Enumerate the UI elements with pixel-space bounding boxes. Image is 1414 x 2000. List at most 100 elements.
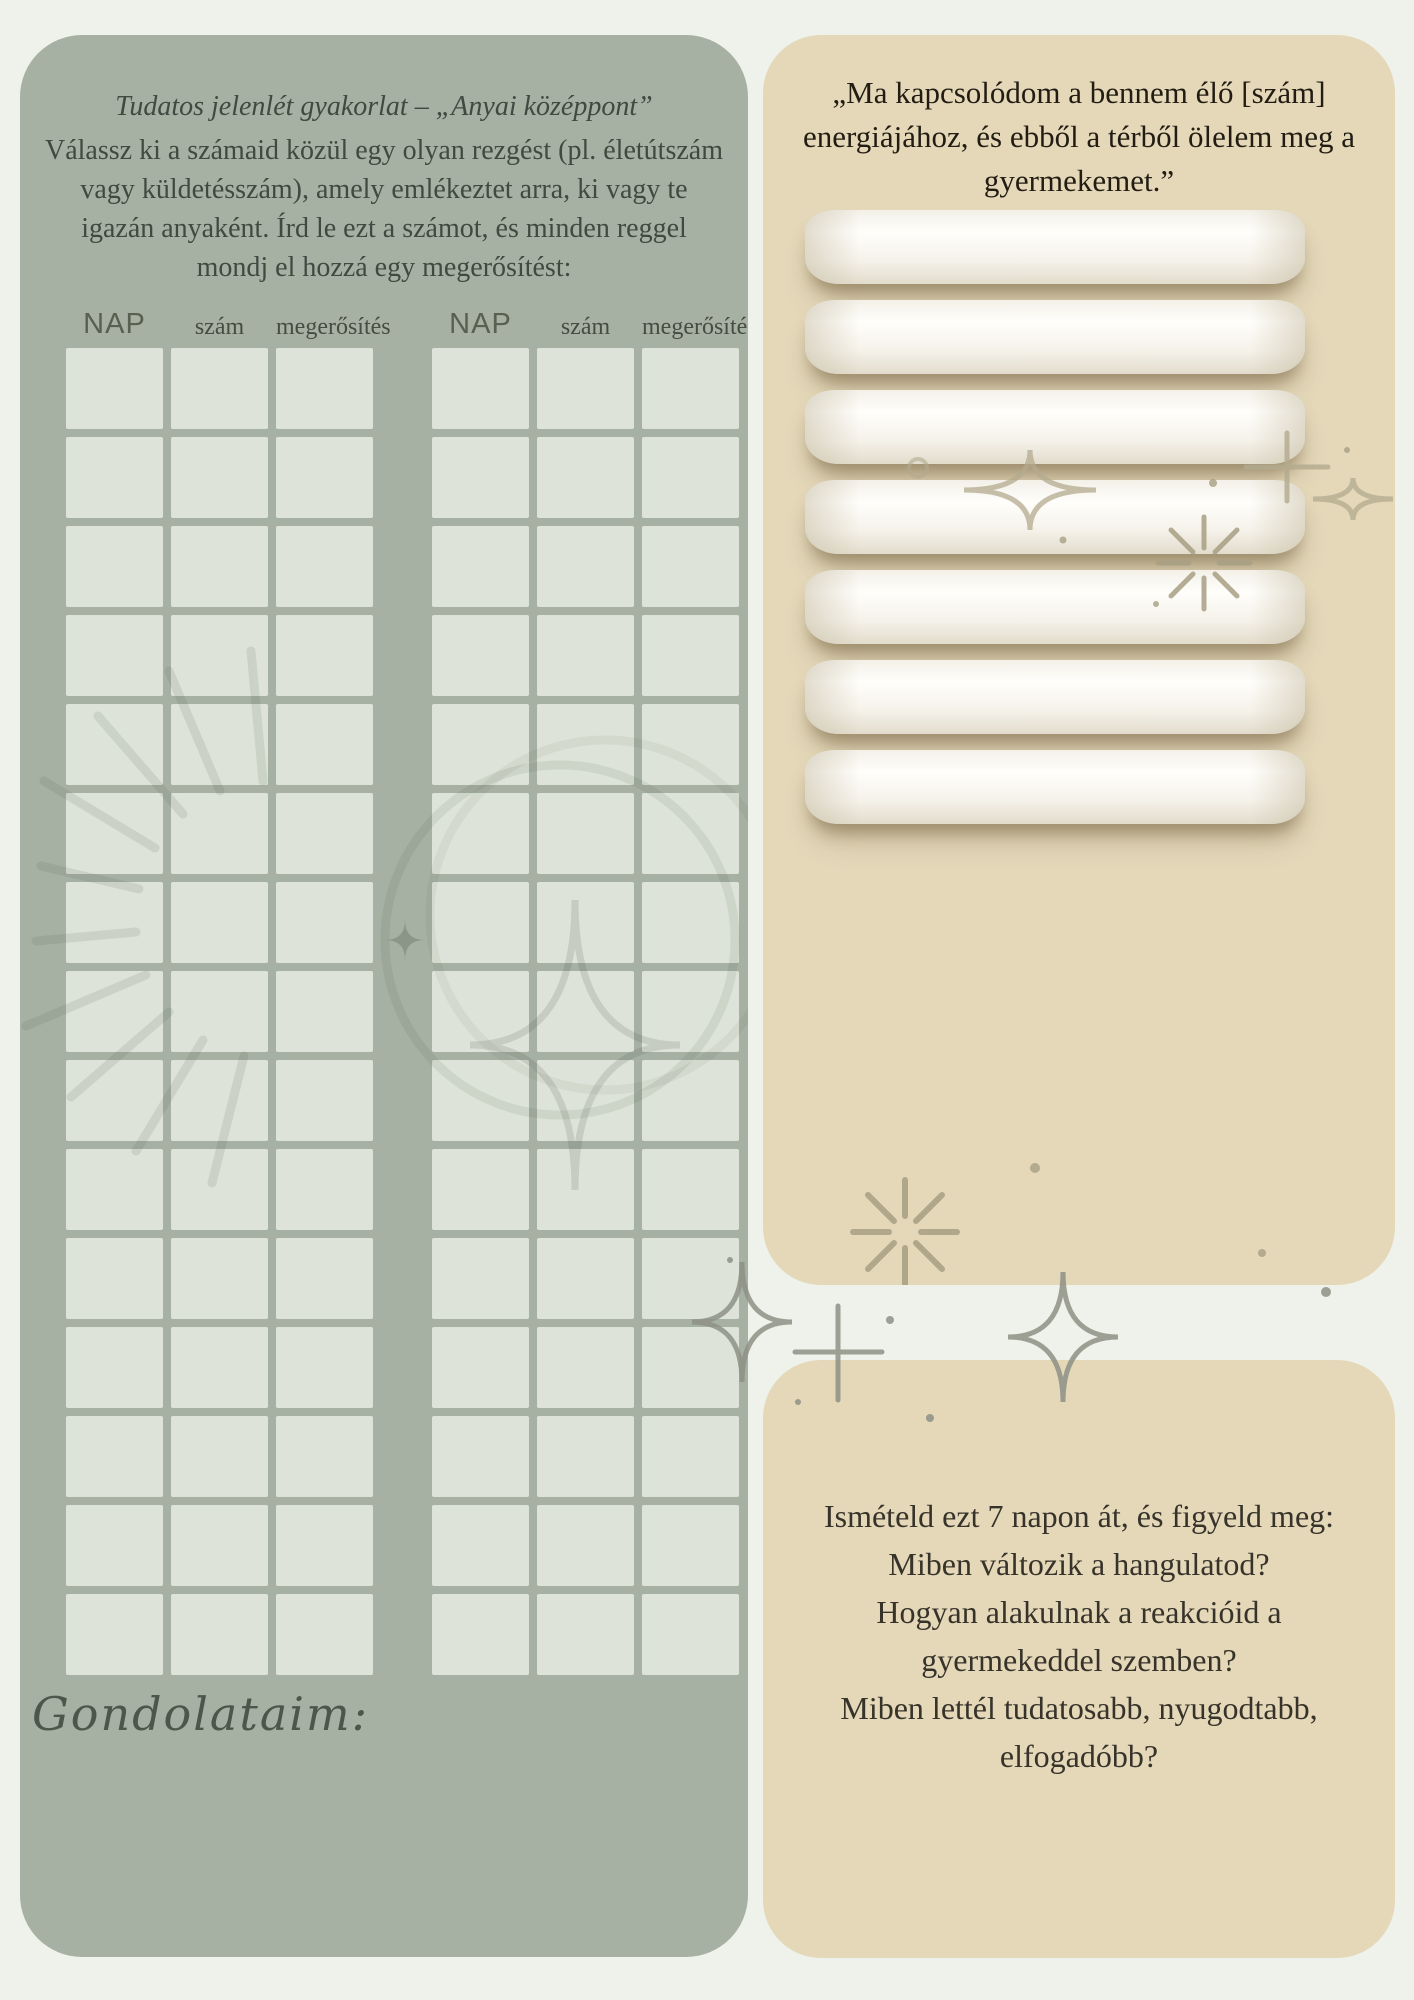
table-cell[interactable] <box>642 526 739 607</box>
table-cell[interactable] <box>642 1416 739 1497</box>
table-cell[interactable] <box>432 526 529 607</box>
table-header-row: NAP szám megerősítés <box>66 307 391 348</box>
table-cell[interactable] <box>171 971 268 1052</box>
table-cell[interactable] <box>171 882 268 963</box>
table-cell[interactable] <box>171 1594 268 1675</box>
table-cell[interactable] <box>642 704 739 785</box>
table-cell[interactable] <box>642 615 739 696</box>
table-cell[interactable] <box>537 1060 634 1141</box>
table-cell[interactable] <box>276 704 373 785</box>
table-cell[interactable] <box>642 1505 739 1586</box>
table-cell[interactable] <box>642 882 739 963</box>
table-cell[interactable] <box>432 793 529 874</box>
table-cell[interactable] <box>642 1327 739 1408</box>
table-cell[interactable] <box>537 437 634 518</box>
table-cell[interactable] <box>432 1149 529 1230</box>
table-cell[interactable] <box>432 971 529 1052</box>
table-cell[interactable] <box>642 1060 739 1141</box>
table-cell[interactable] <box>171 793 268 874</box>
table-cell[interactable] <box>276 1149 373 1230</box>
table-cell[interactable] <box>66 1416 163 1497</box>
table-cell[interactable] <box>432 704 529 785</box>
table-cell[interactable] <box>171 348 268 429</box>
table-cell[interactable] <box>537 882 634 963</box>
table-cell[interactable] <box>276 971 373 1052</box>
table-cell[interactable] <box>432 882 529 963</box>
table-cell[interactable] <box>66 526 163 607</box>
table-cell[interactable] <box>537 615 634 696</box>
table-cell[interactable] <box>276 882 373 963</box>
table-cell[interactable] <box>432 1060 529 1141</box>
table-cell[interactable] <box>276 1594 373 1675</box>
table-cell[interactable] <box>432 437 529 518</box>
table-cell[interactable] <box>171 437 268 518</box>
table-cell[interactable] <box>642 971 739 1052</box>
table-cell[interactable] <box>66 615 163 696</box>
table-cell[interactable] <box>432 615 529 696</box>
table-cell[interactable] <box>66 1505 163 1586</box>
table-cell[interactable] <box>66 437 163 518</box>
column-header-megerosites: megerősítés <box>276 314 391 340</box>
table-cell[interactable] <box>537 348 634 429</box>
table-cell[interactable] <box>171 615 268 696</box>
table-cell[interactable] <box>276 1416 373 1497</box>
table-cell[interactable] <box>642 1594 739 1675</box>
table-cell[interactable] <box>171 526 268 607</box>
table-cell[interactable] <box>537 526 634 607</box>
affirmation-panel: „Ma kapcsolódom a bennem élő [szám] ener… <box>763 35 1395 1285</box>
reflection-line: Ismételd ezt 7 napon át, és figyeld meg: <box>823 1498 1335 1534</box>
practice-title: Tudatos jelenlét gyakorlat – „Anyai közé… <box>115 91 653 122</box>
table-cell[interactable] <box>642 793 739 874</box>
table-cell[interactable] <box>432 1238 529 1319</box>
table-cell[interactable] <box>171 1505 268 1586</box>
table-cell[interactable] <box>66 348 163 429</box>
table-cell[interactable] <box>432 1505 529 1586</box>
table-cell[interactable] <box>66 1327 163 1408</box>
table-cell[interactable] <box>66 1594 163 1675</box>
table-cell[interactable] <box>276 1505 373 1586</box>
reflection-line: Miben lettél tudatosabb, nyugodtabb, <box>840 1690 1318 1726</box>
table-cell[interactable] <box>66 1149 163 1230</box>
table-cell[interactable] <box>171 1416 268 1497</box>
table-cell[interactable] <box>537 1149 634 1230</box>
table-cell[interactable] <box>537 1416 634 1497</box>
table-cell[interactable] <box>66 971 163 1052</box>
table-cell[interactable] <box>66 1060 163 1141</box>
table-cell[interactable] <box>642 348 739 429</box>
table-cell[interactable] <box>642 437 739 518</box>
table-cell[interactable] <box>171 1327 268 1408</box>
table-cell[interactable] <box>537 793 634 874</box>
table-cell[interactable] <box>276 615 373 696</box>
table-cell[interactable] <box>432 348 529 429</box>
practice-intro: Válassz ki a számaid közül egy olyan rez… <box>20 131 748 287</box>
table-cell[interactable] <box>276 526 373 607</box>
table-cell[interactable] <box>66 1238 163 1319</box>
table-header-row: NAP szám megerősítés <box>432 307 748 348</box>
table-cell[interactable] <box>171 1238 268 1319</box>
table-cell[interactable] <box>642 1238 739 1319</box>
table-cell[interactable] <box>432 1327 529 1408</box>
writing-ribbon <box>805 660 1305 734</box>
table-cell[interactable] <box>276 793 373 874</box>
table-cell[interactable] <box>66 704 163 785</box>
table-cell[interactable] <box>276 348 373 429</box>
table-cell[interactable] <box>171 1149 268 1230</box>
table-cell[interactable] <box>171 704 268 785</box>
table-cell[interactable] <box>537 971 634 1052</box>
table-cell[interactable] <box>537 1327 634 1408</box>
table-cell[interactable] <box>66 793 163 874</box>
table-cell[interactable] <box>537 704 634 785</box>
table-cell[interactable] <box>66 882 163 963</box>
table-cell[interactable] <box>276 1238 373 1319</box>
table-cell[interactable] <box>171 1060 268 1141</box>
table-cell[interactable] <box>276 1327 373 1408</box>
table-cell[interactable] <box>537 1505 634 1586</box>
table-cell[interactable] <box>642 1149 739 1230</box>
table-cell[interactable] <box>537 1594 634 1675</box>
table-cell[interactable] <box>276 1060 373 1141</box>
table-cell[interactable] <box>432 1594 529 1675</box>
table-cell[interactable] <box>276 437 373 518</box>
table-cell[interactable] <box>432 1416 529 1497</box>
writing-ribbon <box>805 390 1305 464</box>
table-cell[interactable] <box>537 1238 634 1319</box>
